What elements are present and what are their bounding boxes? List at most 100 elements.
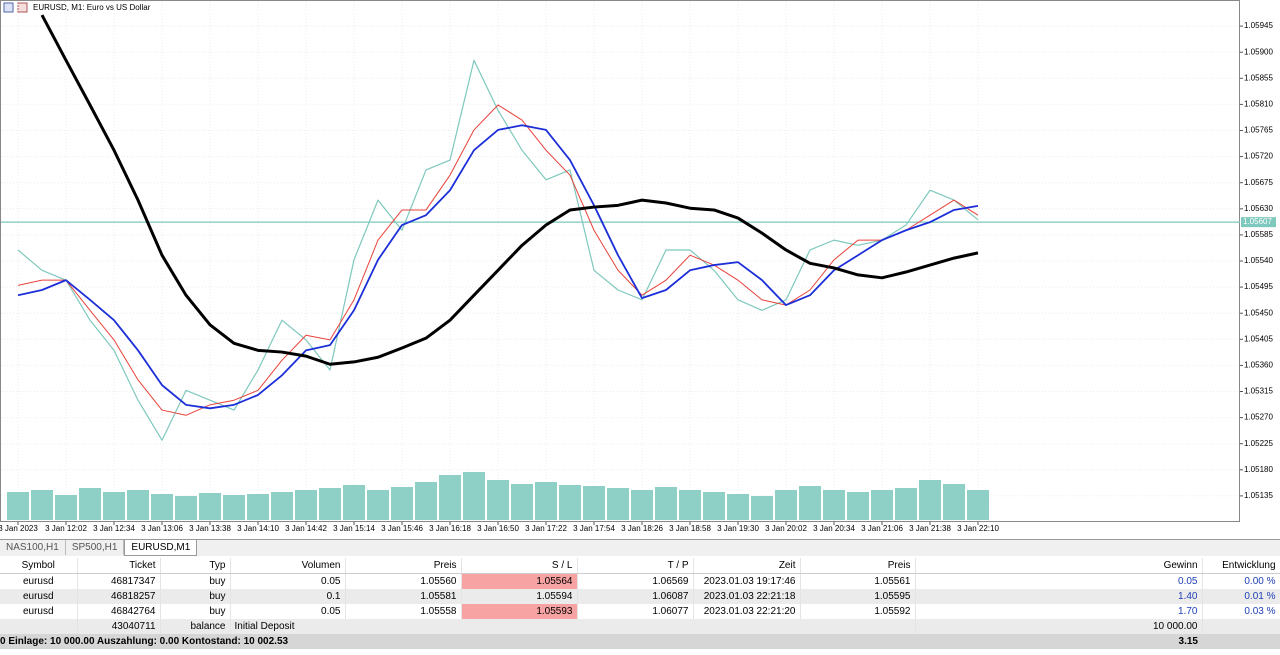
cell: 1.06077 — [577, 604, 694, 619]
volume-bar — [535, 482, 557, 520]
cell: 1.05595 — [800, 589, 916, 604]
cell: 0.1 — [230, 589, 346, 604]
cell: 1.05581 — [345, 589, 462, 604]
x-tick-label: 3 Jan 15:46 — [381, 524, 423, 533]
x-tick-label: 3 Jan 14:42 — [285, 524, 327, 533]
x-tick-label: 3 Jan 2023 — [0, 524, 38, 533]
cell — [1202, 634, 1280, 649]
volume-bar — [7, 492, 29, 520]
cell — [1202, 619, 1280, 634]
cell — [0, 619, 78, 634]
y-tick-label: 1.05180 — [1244, 465, 1273, 474]
column-header: Ticket — [77, 558, 161, 574]
cell: 43040711 — [77, 619, 161, 634]
y-tick-label: 1.05135 — [1244, 491, 1273, 500]
cell: 2023.01.03 22:21:20 — [693, 604, 801, 619]
series-line — [17, 104, 979, 416]
x-tick-label: 3 Jan 13:38 — [189, 524, 231, 533]
x-tick-label: 3 Jan 18:26 — [621, 524, 663, 533]
cell: 1.06569 — [577, 573, 694, 589]
cell: 1.05593 — [461, 604, 578, 619]
cell: 0.05 — [230, 604, 346, 619]
volume-bar — [655, 487, 677, 520]
chart-tab[interactable]: SP500,H1 — [66, 540, 125, 555]
cell: buy — [160, 604, 231, 619]
volume-bar — [55, 495, 77, 520]
y-tick-label: 1.05675 — [1244, 178, 1273, 187]
volume-bar — [31, 490, 53, 520]
series-line — [17, 124, 979, 410]
y-tick-label: 1.05630 — [1244, 204, 1273, 213]
footer-row: 0 Einlage: 10 000.00 Auszahlung: 0.00 Ko… — [0, 634, 1280, 649]
volume-bar — [343, 485, 365, 520]
volume-bar — [751, 496, 773, 520]
cell: 1.05560 — [345, 573, 462, 589]
volume-bar — [367, 490, 389, 520]
volume-bar — [103, 492, 125, 520]
volume-bar — [943, 484, 965, 520]
y-tick-label: 1.05495 — [1244, 282, 1273, 291]
trade-row[interactable]: eurusd 46817347 buy 0.05 1.05560 1.05564 1.065… — [0, 573, 1280, 589]
y-tick-label: 1.05855 — [1244, 73, 1273, 82]
column-header: S / L — [461, 558, 578, 574]
volume-bar — [967, 490, 989, 520]
y-tick-label: 1.05945 — [1244, 21, 1273, 30]
volume-bar — [199, 493, 221, 520]
current-price-label: 1.05607 — [1243, 217, 1272, 226]
y-tick-label: 1.05270 — [1244, 413, 1273, 422]
volume-bar — [607, 488, 629, 520]
y-tick-label: 1.05360 — [1244, 361, 1273, 370]
y-tick-label: 1.05450 — [1244, 308, 1273, 317]
volume-bar — [223, 495, 245, 520]
window-icon — [3, 2, 14, 13]
cell: 1.05558 — [345, 604, 462, 619]
footer-summary: 0 Einlage: 10 000.00 Auszahlung: 0.00 Ko… — [0, 634, 915, 649]
cell: eurusd — [0, 589, 78, 604]
chart-tab[interactable]: EURUSD,M1 — [124, 540, 198, 556]
volume-bar — [175, 496, 197, 520]
cell: 46817347 — [77, 573, 161, 589]
volume-bar — [583, 486, 605, 520]
x-tick-label: 3 Jan 14:10 — [237, 524, 279, 533]
volume-bar — [247, 494, 269, 520]
volume-bar — [79, 488, 101, 520]
y-tick-label: 1.05765 — [1244, 126, 1273, 135]
window-icon — [17, 2, 28, 13]
y-tick-label: 1.05900 — [1244, 47, 1273, 56]
y-tick-label: 1.05225 — [1244, 439, 1273, 448]
x-tick-label: 3 Jan 20:02 — [765, 524, 807, 533]
x-tick-label: 3 Jan 22:10 — [957, 524, 999, 533]
current-price-box — [1241, 217, 1276, 228]
volume-bar — [439, 475, 461, 520]
volume-bar — [511, 484, 533, 520]
volume-bar — [919, 480, 941, 520]
series-group — [17, 14, 979, 441]
volume-bar — [823, 490, 845, 520]
trade-row[interactable]: eurusd 46842764 buy 0.05 1.05558 1.05593 1.060… — [0, 604, 1280, 619]
trade-row[interactable]: eurusd 46818257 buy 0.1 1.05581 1.05594 1.0608… — [0, 589, 1280, 604]
column-header: Zeit — [693, 558, 801, 574]
volume-bar — [871, 490, 893, 520]
balance-row: 43040711 balance Initial Deposit 10 000.00 — [0, 619, 1280, 634]
volume-bar — [775, 490, 797, 520]
x-tick-label: 3 Jan 17:54 — [573, 524, 615, 533]
column-header: Gewinn — [915, 558, 1203, 574]
x-tick-label: 3 Jan 16:18 — [429, 524, 471, 533]
column-header: Preis — [345, 558, 462, 574]
column-header: Volumen — [230, 558, 346, 574]
cell: 0.03 % — [1202, 604, 1280, 619]
cell: 46842764 — [77, 604, 161, 619]
cell: 10 000.00 — [915, 619, 1203, 634]
y-tick-label: 1.05540 — [1244, 256, 1273, 265]
y-tick-label: 1.05720 — [1244, 152, 1273, 161]
cell: 1.40 — [915, 589, 1203, 604]
volume-bar — [415, 482, 437, 520]
chart: EURUSD, M1: Euro vs US Dollar 1.05945 1.0… — [0, 0, 1276, 533]
x-tick-label: 3 Jan 16:50 — [477, 524, 519, 533]
cell: eurusd — [0, 604, 78, 619]
x-tick-label: 3 Jan 18:58 — [669, 524, 711, 533]
x-tick-label: 3 Jan 15:14 — [333, 524, 375, 533]
chart-tab[interactable]: NAS100,H1 — [0, 540, 66, 555]
cell: 1.05594 — [461, 589, 578, 604]
volume-bar — [127, 490, 149, 520]
